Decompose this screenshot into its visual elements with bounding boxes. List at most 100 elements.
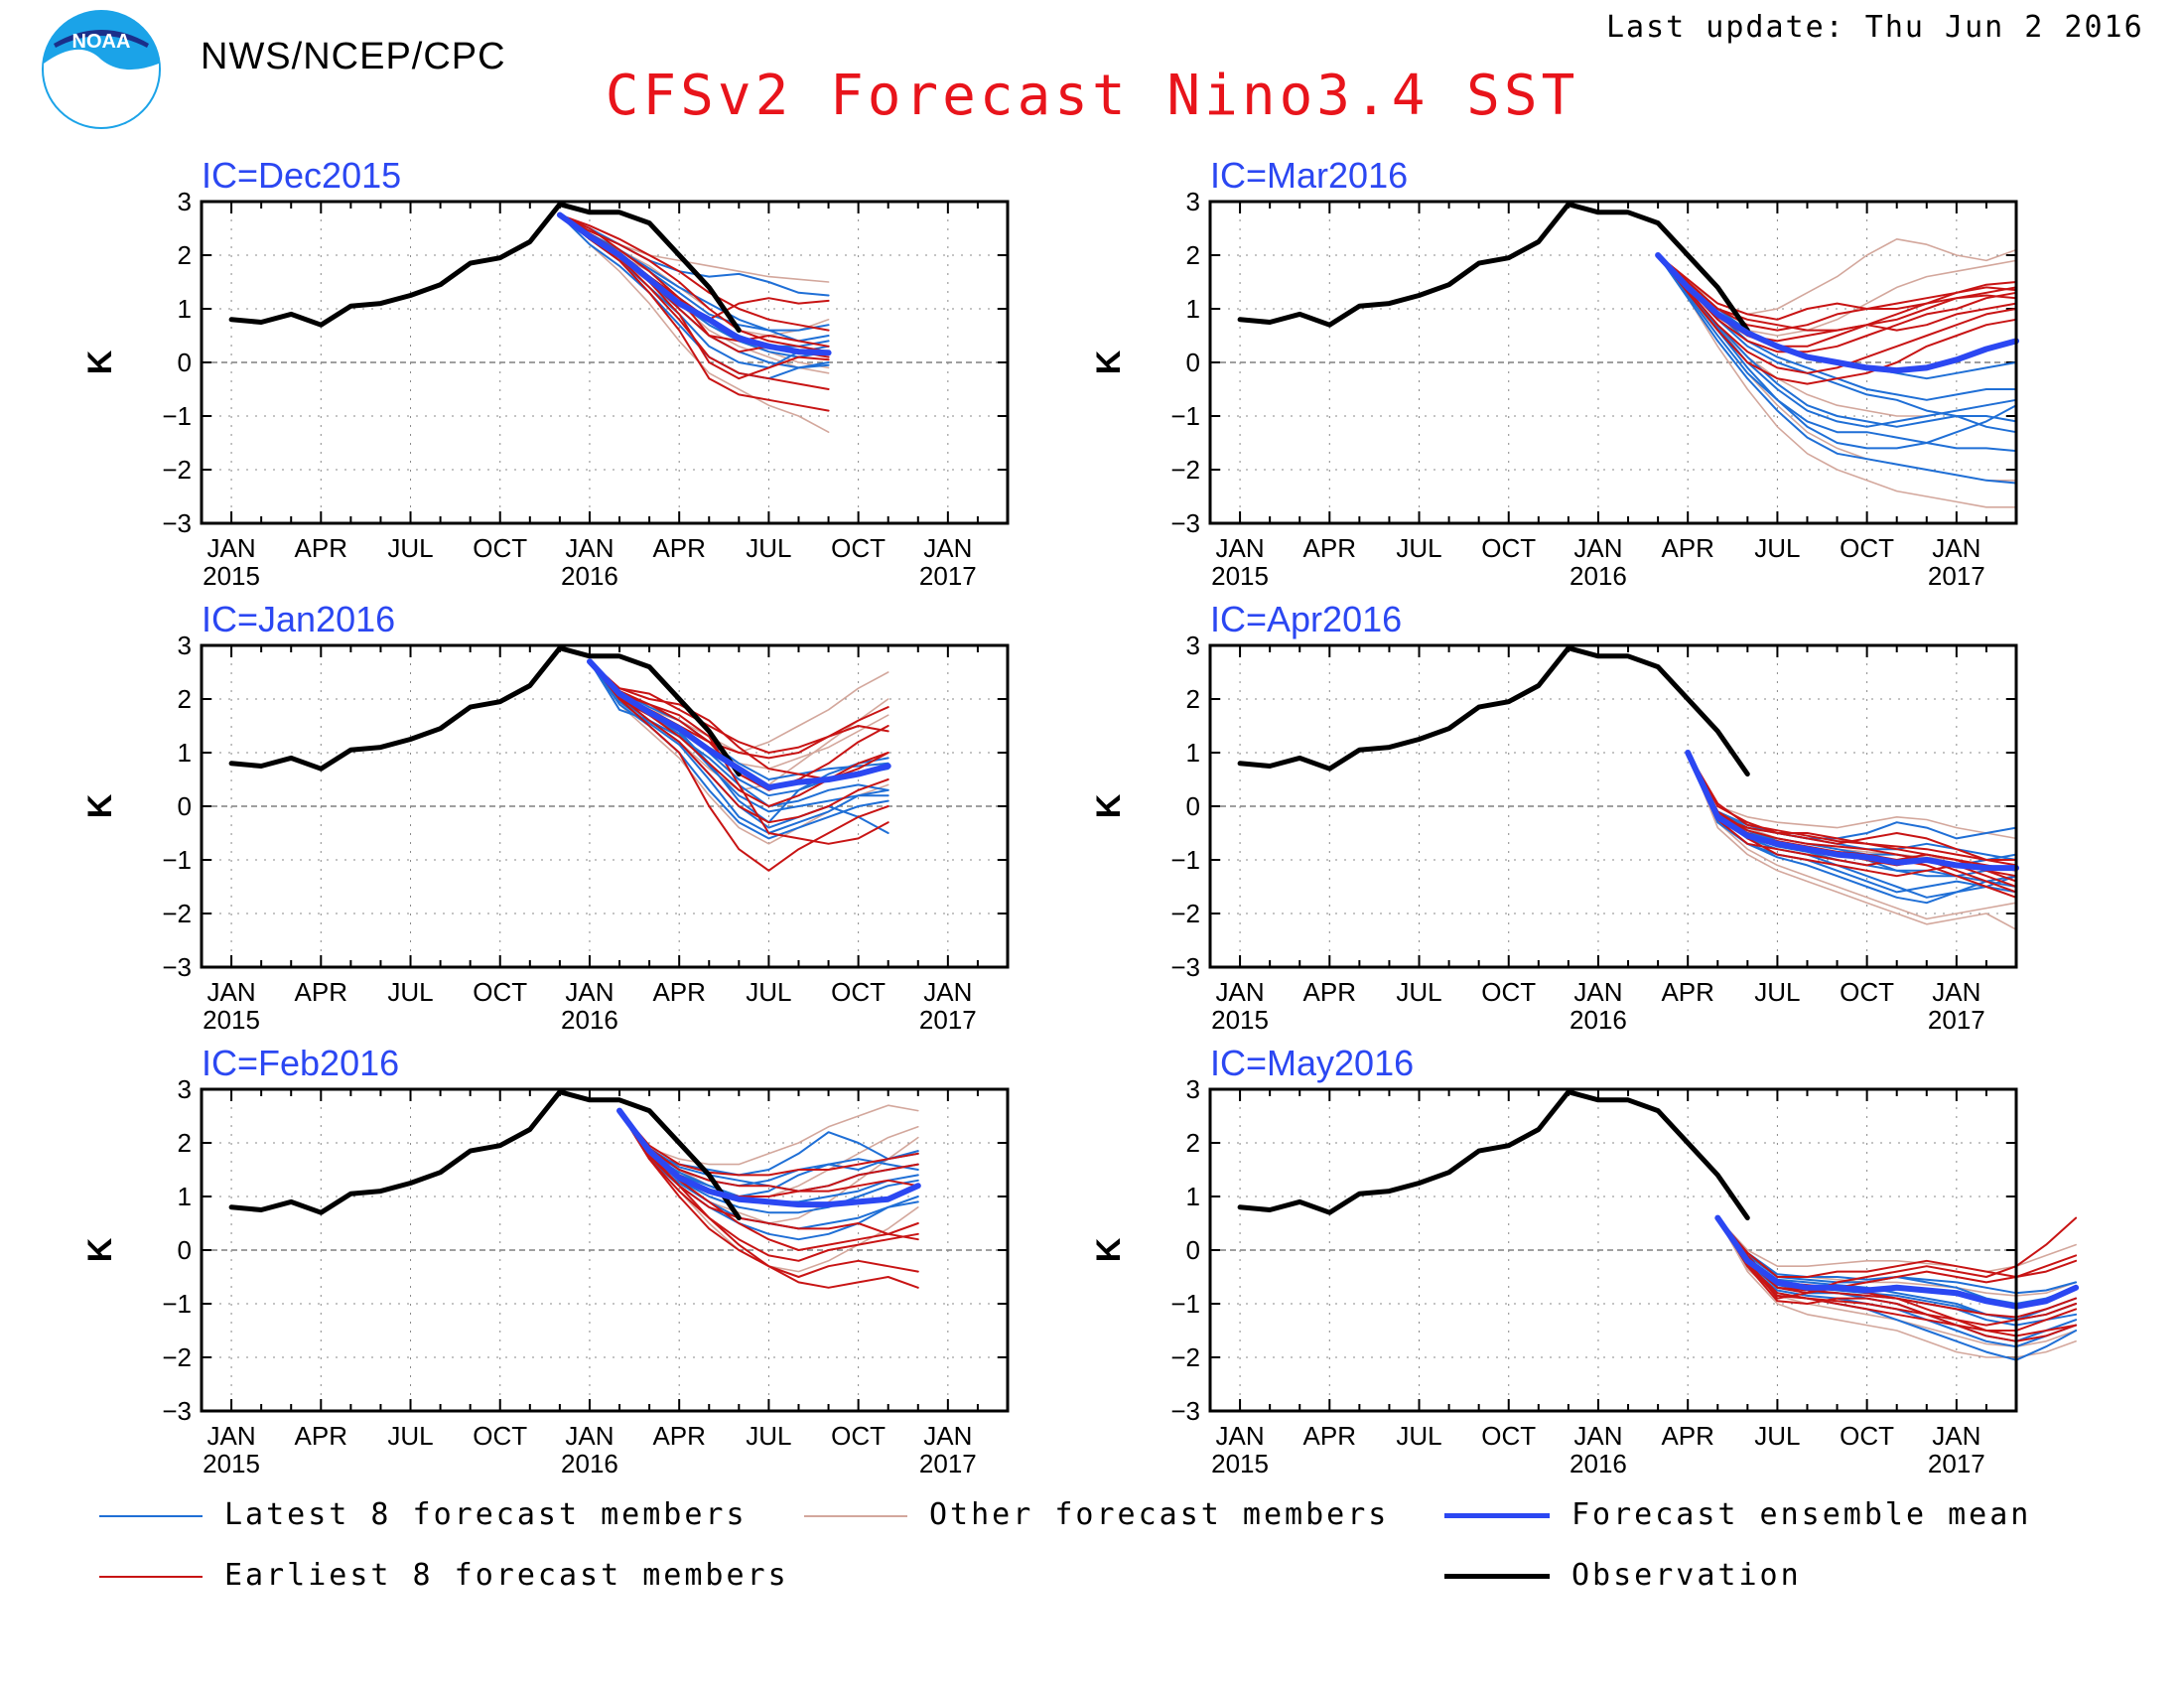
x-tick-label: APR (1303, 977, 1356, 1007)
y-tick-label: −3 (162, 508, 192, 538)
y-tick-label: 1 (1186, 1182, 1200, 1211)
x-tick-label: OCT (473, 1421, 527, 1451)
x-tick-year: 2016 (1570, 561, 1627, 591)
agency-name: NWS/NCEP/CPC (201, 36, 506, 77)
y-tick-label: 1 (1186, 294, 1200, 324)
x-tick-label: JAN (1932, 977, 1980, 1007)
x-tick-label: JUL (1396, 977, 1441, 1007)
panel-title: IC=Dec2015 (202, 155, 401, 196)
earliest-member-line (1687, 752, 2017, 861)
y-axis-label: K (81, 793, 119, 818)
plot-frame (200, 643, 1010, 969)
x-tick-label: JUL (387, 1421, 433, 1451)
y-tick-label: 1 (178, 738, 192, 768)
x-tick-label: JAN (1573, 533, 1622, 563)
legend-latest-label: Latest 8 forecast members (224, 1497, 748, 1532)
earliest-member-line (1687, 752, 2017, 867)
latest-member-line (589, 660, 889, 780)
y-tick-label: −1 (1170, 845, 1200, 875)
latest-member-line (558, 213, 830, 380)
observation-line (228, 1089, 742, 1221)
y-tick-label: 0 (1186, 791, 1200, 821)
x-tick-label: APR (1661, 977, 1713, 1007)
other-member-line (618, 1104, 919, 1166)
x-tick-year: 2017 (1928, 1005, 1985, 1035)
y-tick-label: 0 (1186, 1235, 1200, 1265)
plot-frame (200, 200, 1010, 525)
x-tick-label: JAN (1573, 1421, 1622, 1451)
x-tick-label: APR (652, 977, 705, 1007)
x-tick-label: JUL (387, 977, 433, 1007)
x-tick-label: OCT (1840, 1421, 1894, 1451)
panel-title: IC=Feb2016 (202, 1043, 399, 1083)
legend-earliest-swatch (99, 1575, 203, 1578)
y-tick-label: −2 (162, 1342, 192, 1372)
x-tick-year: 2017 (1928, 1449, 1985, 1478)
x-tick-label: APR (295, 977, 347, 1007)
y-tick-label: 3 (178, 631, 192, 660)
x-tick-year: 2017 (919, 1005, 977, 1035)
y-tick-label: −1 (162, 845, 192, 875)
legend-other: Other forecast members (804, 1497, 1389, 1532)
y-tick-label: 1 (1186, 738, 1200, 768)
y-axis-label: K (1090, 1237, 1128, 1262)
y-tick-label: 2 (1186, 1128, 1200, 1158)
x-tick-year: 2016 (561, 561, 618, 591)
x-tick-label: OCT (1481, 1421, 1536, 1451)
observation-line (228, 202, 742, 334)
observation-line (1237, 202, 1750, 334)
y-tick-label: 1 (178, 1182, 192, 1211)
y-axis-label: K (1090, 793, 1128, 818)
latest-member-line (1657, 254, 2017, 485)
x-tick-label: JUL (1754, 977, 1800, 1007)
y-tick-label: −2 (1170, 455, 1200, 485)
y-tick-label: −1 (162, 1289, 192, 1319)
x-tick-year: 2017 (919, 1449, 977, 1478)
plot-frame (1208, 1087, 2018, 1413)
x-tick-label: APR (1303, 533, 1356, 563)
y-tick-label: 1 (178, 294, 192, 324)
x-tick-year: 2015 (203, 1005, 260, 1035)
legend-observation: Observation (1444, 1558, 1802, 1593)
x-tick-label: OCT (831, 533, 886, 563)
x-tick-label: OCT (1840, 977, 1894, 1007)
x-tick-label: APR (1661, 533, 1713, 563)
y-tick-label: −1 (1170, 1289, 1200, 1319)
x-tick-label: JUL (746, 533, 791, 563)
x-tick-year: 2016 (561, 1449, 618, 1478)
earliest-member-line (589, 660, 889, 824)
y-axis-label: K (81, 350, 119, 374)
earliest-member-line (1687, 752, 2017, 878)
x-tick-label: JUL (746, 977, 791, 1007)
legend-mean: Forecast ensemble mean (1444, 1497, 2031, 1532)
x-tick-year: 2015 (1211, 561, 1269, 591)
x-tick-label: JAN (1932, 1421, 1980, 1451)
legend-mean-label: Forecast ensemble mean (1571, 1497, 2032, 1532)
x-tick-year: 2016 (1570, 1005, 1627, 1035)
x-tick-label: JAN (1573, 977, 1622, 1007)
x-tick-year: 2015 (203, 561, 260, 591)
earliest-member-line (618, 1109, 919, 1193)
earliest-member-line (618, 1109, 919, 1262)
x-tick-label: JAN (207, 1421, 256, 1451)
x-tick-label: JAN (1216, 533, 1265, 563)
panel-title: IC=Apr2016 (1210, 599, 1402, 639)
x-tick-label: JAN (1932, 533, 1980, 563)
y-tick-label: 0 (178, 791, 192, 821)
x-tick-label: OCT (831, 977, 886, 1007)
plot-frame (1208, 200, 2018, 525)
x-tick-label: JUL (1396, 533, 1441, 563)
plot-frame (200, 1087, 1010, 1413)
y-tick-label: 3 (1186, 187, 1200, 216)
earliest-member-line (589, 660, 889, 872)
x-tick-label: APR (652, 533, 705, 563)
earliest-member-line (1657, 254, 2017, 385)
legend-observation-swatch (1444, 1574, 1550, 1579)
legend-latest-swatch (99, 1514, 203, 1517)
legend-earliest-label: Earliest 8 forecast members (224, 1558, 789, 1593)
earliest-member-line (618, 1109, 919, 1241)
y-tick-label: 3 (178, 1074, 192, 1104)
